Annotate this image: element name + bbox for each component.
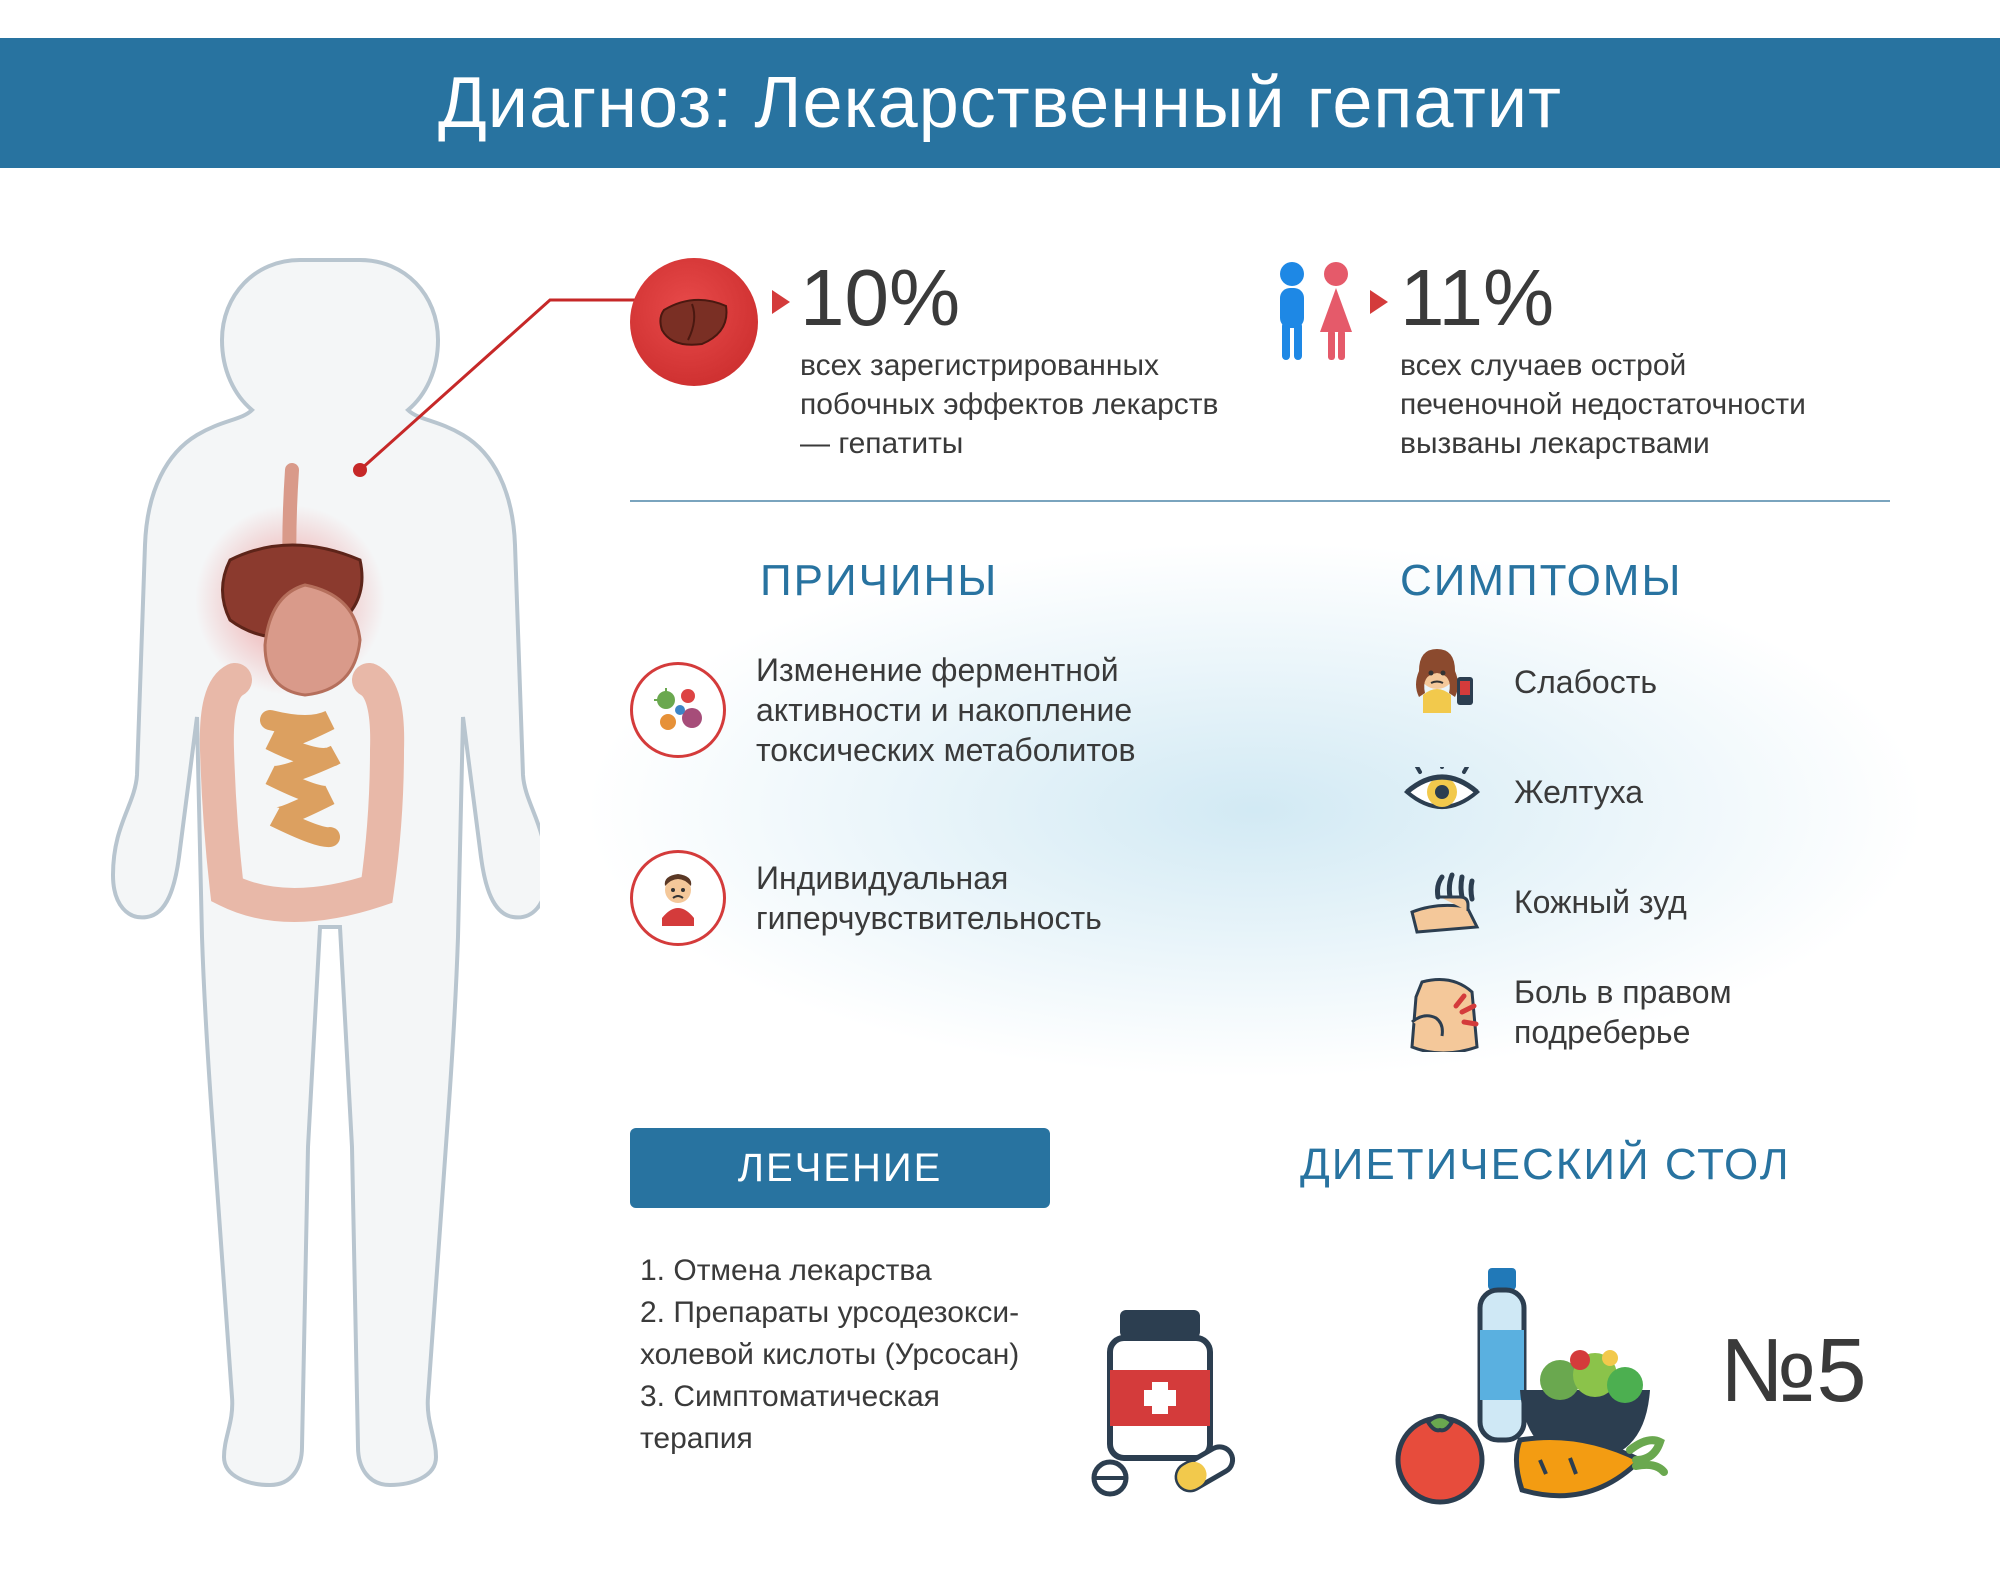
sick-person-icon (630, 850, 726, 946)
header-bar: Диагноз: Лекарственный гепатит (0, 38, 2000, 168)
diet-heading: ДИЕТИЧЕСКИЙ СТОЛ (1300, 1140, 1791, 1190)
treatment-list: 1. Отмена лекарства 2. Препараты урсодез… (640, 1250, 1060, 1460)
arrow-icon (772, 290, 790, 314)
arrow-icon (1370, 290, 1388, 314)
stat-desc: всех зарегистрированных побочных эффекто… (800, 346, 1230, 463)
stat-percent: 11% (1400, 258, 1830, 338)
diet-number: №5 (1720, 1320, 1867, 1423)
healthy-food-icon (1370, 1260, 1670, 1520)
cause-text: Изменение ферментной активности и накопл… (756, 650, 1230, 770)
causes-heading: ПРИЧИНЫ (760, 556, 998, 606)
symptom-text: Кожный зуд (1514, 882, 1687, 922)
human-body-figure (60, 240, 540, 1520)
liver-badge-icon (630, 258, 758, 386)
stat-block-1: 10% всех зарегистрированных побочных эфф… (800, 258, 1230, 463)
scratching-hand-icon (1400, 860, 1484, 944)
rib-pain-icon (1400, 970, 1484, 1054)
stat-desc: всех случаев острой печеночной недостато… (1400, 346, 1830, 463)
symptom-item: Слабость (1400, 640, 1880, 724)
treatment-heading-pill: ЛЕЧЕНИЕ (630, 1128, 1050, 1208)
symptom-item: Боль в правом подреберье (1400, 970, 1880, 1054)
man-woman-icon (1270, 260, 1360, 370)
symptom-item: Кожный зуд (1400, 860, 1880, 944)
germs-cells-icon (630, 662, 726, 758)
weak-woman-icon (1400, 640, 1484, 724)
treatment-item: 1. Отмена лекарства (640, 1250, 1060, 1292)
cause-item: Изменение ферментной активности и накопл… (630, 650, 1230, 770)
stat-block-2: 11% всех случаев острой печеночной недос… (1400, 258, 1830, 463)
symptom-item: Желтуха (1400, 750, 1880, 834)
symptom-text: Боль в правом подреберье (1514, 972, 1880, 1052)
medicine-bottle-pills-icon (1080, 1300, 1260, 1500)
section-divider (630, 500, 1890, 502)
cause-item: Индивидуальная гиперчувствительность (630, 850, 1230, 946)
symptom-text: Слабость (1514, 662, 1657, 702)
cause-text: Индивидуальная гиперчувствительность (756, 858, 1230, 938)
page-title: Диагноз: Лекарственный гепатит (438, 62, 1562, 144)
yellow-eye-icon (1400, 750, 1484, 834)
treatment-item: 3. Симптоматическая терапия (640, 1376, 1060, 1460)
symptom-text: Желтуха (1514, 772, 1643, 812)
treatment-item: 2. Препараты урсодезокси-холевой кислоты… (640, 1292, 1060, 1376)
treatment-heading: ЛЕЧЕНИЕ (738, 1146, 943, 1191)
symptoms-heading: СИМПТОМЫ (1400, 556, 1682, 606)
stat-percent: 10% (800, 258, 1230, 338)
